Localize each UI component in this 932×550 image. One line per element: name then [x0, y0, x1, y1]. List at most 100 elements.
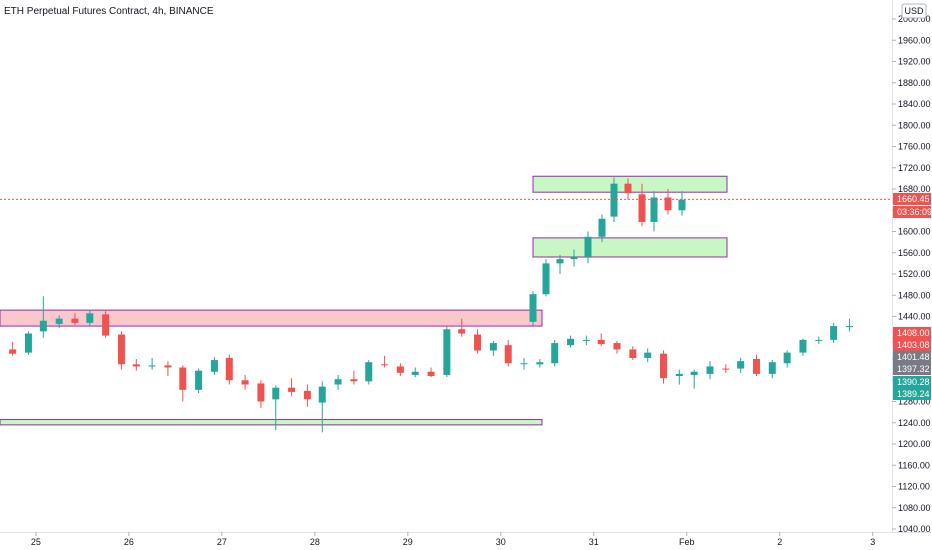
candle	[504, 345, 512, 364]
candle	[706, 366, 714, 374]
candle	[132, 364, 140, 367]
candle	[195, 370, 203, 390]
candle	[582, 339, 590, 341]
price-tag	[893, 388, 931, 400]
candle	[241, 380, 249, 385]
candle	[644, 352, 652, 358]
candle	[664, 197, 672, 211]
currency-label: USD	[904, 6, 924, 16]
y-tick-label: 1920.00	[898, 57, 931, 67]
candle	[551, 343, 559, 364]
candle	[411, 371, 419, 375]
candle	[752, 359, 760, 374]
y-tick-label: 1560.00	[898, 248, 931, 258]
candle	[830, 326, 838, 340]
candle	[678, 199, 686, 211]
candle	[610, 183, 618, 217]
candle	[542, 263, 550, 295]
y-tick-label: 1880.00	[898, 78, 931, 88]
x-tick-label: 30	[496, 537, 506, 547]
x-tick-label: 2	[777, 537, 782, 547]
y-tick-label: 1600.00	[898, 227, 931, 237]
y-tick-label: 1520.00	[898, 269, 931, 279]
y-tick-label: 1760.00	[898, 142, 931, 152]
price-tag	[893, 376, 931, 388]
candle	[427, 371, 435, 376]
x-tick-label: 31	[589, 537, 599, 547]
candle	[629, 349, 637, 358]
candle	[148, 365, 156, 367]
candle	[489, 343, 497, 351]
y-tick-label: 1280.00	[898, 397, 931, 407]
support-zone	[0, 419, 543, 426]
price-tag-label: 1389.24	[897, 389, 930, 399]
candle	[117, 334, 125, 365]
price-tags: 1660.45 03:36:09 1408.00 1403.08 1401.48 1397…	[893, 193, 932, 400]
candle	[675, 373, 683, 376]
y-tick-label: 1200.00	[898, 439, 931, 449]
candle	[737, 361, 745, 369]
y-tick-label: 1160.00	[898, 460, 930, 470]
candle	[529, 294, 537, 322]
y-tick-label: 1440.00	[898, 312, 931, 322]
candle	[567, 338, 575, 346]
candle	[598, 218, 606, 237]
candle	[536, 362, 544, 365]
price-tag-label: 1390.28	[897, 377, 930, 387]
x-tick-label: 27	[217, 537, 227, 547]
y-tick-label: 1080.00	[898, 503, 931, 513]
candle	[768, 362, 776, 374]
candle	[164, 365, 172, 368]
candle	[584, 236, 592, 257]
currency-button[interactable]: USD	[901, 3, 927, 19]
candle	[225, 357, 233, 381]
candle	[102, 314, 110, 336]
y-tick-label: 1800.00	[898, 120, 931, 130]
x-axis[interactable]: 25262728293031Feb23456789	[31, 532, 932, 547]
candle	[597, 339, 605, 345]
candle	[86, 313, 94, 323]
candle	[39, 320, 47, 332]
y-tick-label: 1960.00	[898, 35, 931, 45]
candle	[613, 343, 621, 350]
chart-title: ETH Perpetual Futures Contract, 4h, BINA…	[4, 6, 214, 17]
price-tag	[893, 339, 931, 351]
candle	[624, 183, 632, 194]
candle	[24, 333, 32, 353]
price-tag-label: 1401.48	[897, 352, 930, 362]
candle	[690, 371, 698, 375]
price-tag-label: 1397.32	[897, 364, 930, 374]
candle	[458, 329, 466, 334]
candle	[365, 362, 373, 382]
price-tag	[893, 206, 931, 218]
candle	[660, 353, 667, 379]
candle	[288, 387, 296, 392]
candle	[71, 318, 79, 323]
candle	[350, 379, 358, 382]
candle	[272, 387, 280, 400]
price-tag	[893, 327, 931, 339]
candle	[815, 339, 823, 341]
price-tag	[893, 363, 931, 375]
price-tag-label: 03:36:09	[897, 207, 932, 217]
candle	[556, 259, 564, 264]
y-tick-label: 1840.00	[898, 99, 931, 109]
candle	[845, 326, 853, 328]
y-tick-label: 1720.00	[898, 163, 931, 173]
x-tick-label: 25	[31, 537, 41, 547]
candle	[799, 339, 807, 353]
price-tag	[893, 193, 931, 205]
y-tick-label: 1120.00	[898, 482, 930, 492]
candle	[334, 379, 342, 385]
candle	[303, 390, 311, 400]
x-tick-label: 26	[124, 537, 134, 547]
x-tick-label: 29	[403, 537, 413, 547]
candle	[570, 257, 578, 260]
price-tag	[893, 351, 931, 363]
y-tick-label: 1240.00	[898, 418, 931, 428]
x-tick-label: Feb	[679, 537, 695, 547]
candle	[9, 349, 17, 354]
price-tag-label: 1408.00	[897, 328, 930, 338]
